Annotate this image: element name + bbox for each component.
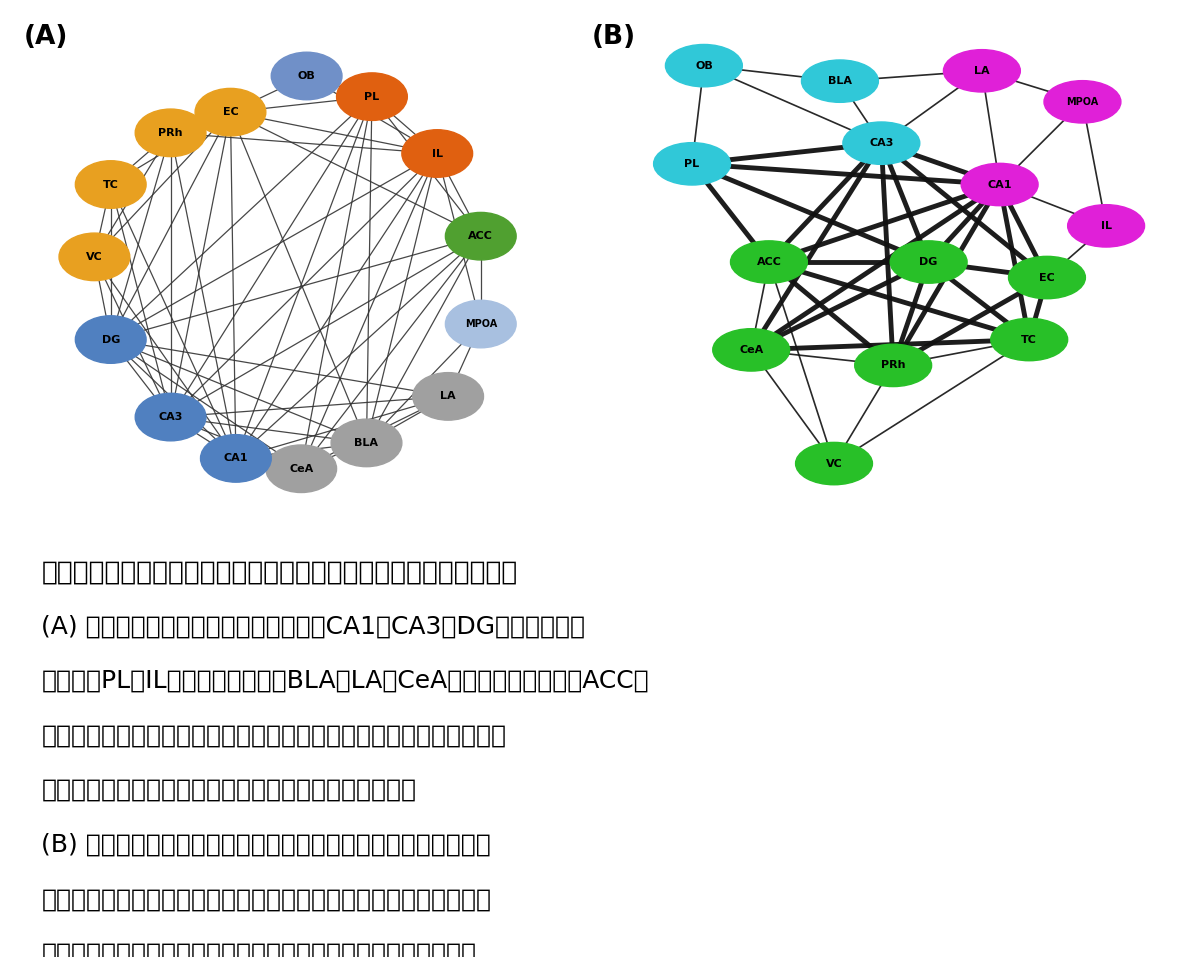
Text: TC: TC [1021, 335, 1037, 345]
Ellipse shape [266, 445, 337, 493]
Ellipse shape [76, 316, 147, 364]
Ellipse shape [413, 372, 484, 420]
Ellipse shape [842, 122, 920, 165]
Ellipse shape [1067, 205, 1144, 247]
Text: VC: VC [826, 458, 842, 469]
Ellipse shape [795, 442, 873, 485]
Ellipse shape [59, 234, 130, 280]
Text: LA: LA [440, 391, 455, 401]
Ellipse shape [195, 88, 266, 136]
Ellipse shape [446, 300, 516, 347]
Text: CA1: CA1 [988, 180, 1011, 189]
Text: IL: IL [432, 148, 442, 159]
Ellipse shape [76, 161, 147, 209]
Ellipse shape [665, 44, 743, 87]
Text: ネットワークの中心であり、前頭前野、扁桃体と帯状皮質を束ね: ネットワークの中心であり、前頭前野、扁桃体と帯状皮質を束ね [41, 887, 491, 911]
Ellipse shape [402, 130, 473, 177]
Ellipse shape [446, 212, 516, 260]
Text: IL: IL [1100, 221, 1112, 231]
Text: VC: VC [86, 252, 103, 262]
Text: る要の役割を果たしている（線の太さは結合の強さを表す）。: る要の役割を果たしている（線の太さは結合の強さを表す）。 [41, 942, 477, 957]
Ellipse shape [890, 241, 967, 283]
Ellipse shape [653, 143, 731, 185]
Text: (B) 領域間の結合の強さを評価。海馬は社会記憶を貯蔵する神経: (B) 領域間の結合の強さを評価。海馬は社会記憶を貯蔵する神経 [41, 833, 491, 857]
Ellipse shape [712, 328, 790, 371]
Text: EC: EC [1039, 273, 1055, 282]
Text: MPOA: MPOA [1066, 97, 1099, 107]
Text: (A): (A) [24, 24, 69, 50]
Text: 憶が貯蔵される（線は結合性の高い領域間を結ぶ）。: 憶が貯蔵される（線は結合性の高い領域間を結ぶ）。 [41, 778, 416, 802]
Text: PL: PL [364, 92, 380, 101]
Ellipse shape [944, 50, 1020, 92]
Ellipse shape [337, 73, 407, 121]
Ellipse shape [1043, 80, 1120, 123]
Text: LA: LA [974, 66, 990, 76]
Text: (A) 社会記憶を貯蔵する際には、海馬（CA1、CA3、DG領域）、前頭: (A) 社会記憶を貯蔵する際には、海馬（CA1、CA3、DG領域）、前頭 [41, 614, 586, 638]
Ellipse shape [801, 60, 878, 102]
Text: CA3: CA3 [870, 138, 893, 148]
Text: EC: EC [222, 107, 238, 117]
Text: OB: OB [298, 71, 316, 81]
Text: を中心とするネットワークが形成され、このネットワークに社会記: を中心とするネットワークが形成され、このネットワークに社会記 [41, 723, 506, 747]
Ellipse shape [201, 434, 271, 482]
Text: 前野（PL，IL領域）、扁桃体（BLA、LA，CeA領域）、帯状皮質（ACC）: 前野（PL，IL領域）、扁桃体（BLA、LA，CeA領域）、帯状皮質（ACC） [41, 669, 649, 693]
Text: MPOA: MPOA [465, 319, 497, 329]
Ellipse shape [991, 319, 1068, 361]
Text: DG: DG [102, 335, 119, 345]
Text: CeA: CeA [739, 345, 763, 355]
Text: PL: PL [685, 159, 699, 168]
Text: ACC: ACC [468, 232, 493, 241]
Text: PRh: PRh [159, 128, 183, 138]
Text: DG: DG [919, 257, 938, 267]
Ellipse shape [1008, 256, 1085, 299]
Ellipse shape [961, 164, 1039, 206]
Ellipse shape [854, 345, 932, 387]
Ellipse shape [135, 109, 206, 157]
Ellipse shape [135, 393, 206, 441]
Text: ACC: ACC [756, 257, 782, 267]
Ellipse shape [731, 241, 807, 283]
Text: BLA: BLA [355, 438, 379, 448]
Ellipse shape [271, 53, 342, 100]
Text: 図　本論文で明らかになった社会記憶を貯蔵する神経ネットワーク: 図 本論文で明らかになった社会記憶を貯蔵する神経ネットワーク [41, 560, 518, 586]
Text: OB: OB [694, 60, 713, 71]
Text: BLA: BLA [828, 77, 852, 86]
Text: CeA: CeA [289, 464, 313, 474]
Text: PRh: PRh [881, 361, 905, 370]
Text: CA3: CA3 [159, 412, 183, 422]
Text: TC: TC [103, 180, 118, 189]
Text: CA1: CA1 [224, 454, 248, 463]
Text: (B): (B) [592, 24, 635, 50]
Ellipse shape [331, 419, 402, 467]
